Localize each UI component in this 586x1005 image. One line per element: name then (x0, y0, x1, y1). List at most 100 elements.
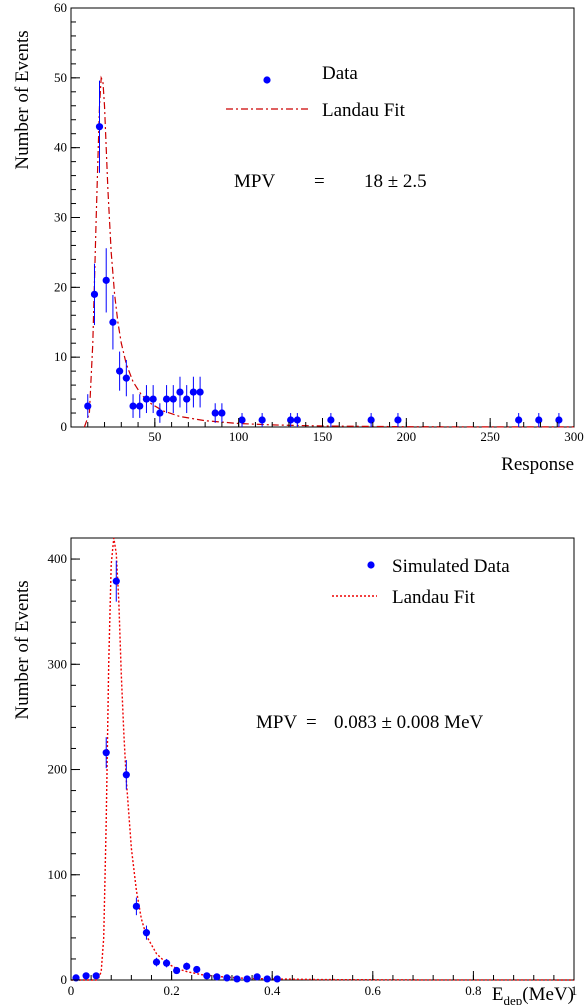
y-tick-label: 60 (54, 0, 67, 15)
legend-marker-simulated (367, 561, 375, 569)
data-point (122, 374, 130, 382)
data-point (263, 975, 271, 983)
data-point (176, 388, 184, 396)
legend-label-fit: Landau Fit (392, 587, 476, 608)
y-tick-label: 200 (48, 762, 68, 777)
data-point (327, 416, 335, 424)
x-tick-label: 1 (571, 983, 578, 998)
y-tick-label: 0 (61, 972, 68, 987)
y-tick-label: 100 (48, 867, 68, 882)
data-point (243, 975, 251, 983)
data-point (95, 123, 104, 131)
fit-layer (83, 75, 574, 428)
data-point (142, 929, 151, 937)
fit-layer (71, 537, 575, 981)
data-point (149, 395, 157, 403)
y-tick-label: 400 (48, 551, 68, 566)
mpv-equals: = (314, 171, 325, 192)
data-point (258, 416, 266, 424)
data-point (136, 402, 144, 410)
data-point (183, 962, 191, 970)
data-point (555, 416, 563, 424)
data-point (535, 416, 543, 424)
data-point (84, 402, 92, 410)
data-point (293, 416, 301, 424)
fit-curve (83, 75, 574, 428)
data-point (82, 972, 90, 980)
data-point (109, 318, 117, 326)
y-tick-label: 300 (48, 656, 68, 671)
x-tick-label: 0.6 (365, 983, 382, 998)
data-point (273, 975, 281, 983)
axes-layer: 0 10 20 30 40 50 60 50 100 150 200 250 300 (54, 0, 584, 444)
data-point (116, 367, 124, 375)
y-tick-label: 40 (54, 140, 67, 155)
x-tick-label: 0.8 (465, 983, 481, 998)
data-point (122, 771, 130, 779)
y-tick-label: 0 (61, 419, 68, 434)
mpv-value: 18 ± 2.5 (364, 171, 427, 192)
x-axis-label-unit: (MeV) (522, 984, 574, 1005)
axes-layer: 0 100 200 300 400 0 0.2 0.4 0.6 0.8 1 (48, 537, 578, 998)
data-point (162, 959, 171, 967)
x-tick-label: 200 (397, 429, 417, 444)
legend-label-fit: Landau Fit (322, 100, 406, 121)
points-layer (72, 560, 281, 983)
data-point (112, 577, 120, 585)
data-point (183, 395, 191, 403)
data-point (169, 395, 177, 403)
x-axis-label: Edep(MeV) (492, 984, 574, 1005)
data-point (173, 966, 181, 975)
y-axis-label: Number of Events (12, 30, 33, 169)
x-tick-label: 0.2 (163, 983, 179, 998)
x-tick-label: 300 (564, 429, 584, 444)
data-point (132, 902, 140, 910)
data-point (92, 972, 100, 980)
mpv-label: MPV (256, 712, 297, 733)
data-point (213, 973, 221, 981)
data-point (203, 972, 211, 980)
data-point (162, 395, 171, 403)
data-point (90, 290, 99, 298)
data-point (189, 388, 197, 396)
data-point (253, 973, 261, 981)
y-tick-label: 10 (54, 349, 67, 364)
mpv-value: 0.083 ± 0.008 MeV (334, 712, 484, 733)
x-tick-label: 150 (313, 429, 333, 444)
points-layer (84, 80, 563, 427)
data-point (233, 975, 241, 983)
y-tick-label: 30 (54, 210, 67, 225)
data-point (152, 958, 161, 966)
data-point (102, 276, 110, 284)
x-tick-label: 250 (480, 429, 500, 444)
x-tick-label: 100 (229, 429, 249, 444)
x-axis-label-subscript: dep (504, 993, 523, 1005)
data-point (142, 395, 151, 403)
x-axis-label-main: E (492, 984, 504, 1005)
data-point (394, 416, 402, 424)
chart-energy-deposit: 0 100 200 300 400 0 0.2 0.4 0.6 0.8 1 Number of Ev… (12, 537, 578, 1005)
x-tick-label: 50 (148, 429, 161, 444)
legend-marker-data (263, 76, 271, 84)
data-point (193, 965, 201, 974)
x-tick-label: 0 (68, 983, 75, 998)
fit-curve (71, 537, 575, 981)
x-tick-label: 0.4 (264, 983, 281, 998)
mpv-label: MPV (234, 171, 275, 192)
data-point (223, 974, 231, 982)
plot-frame (70, 537, 575, 981)
mpv-equals: = (306, 712, 317, 733)
data-point (156, 409, 164, 417)
data-point (196, 388, 204, 396)
y-tick-label: 20 (54, 279, 67, 294)
y-axis-label: Number of Events (12, 580, 33, 719)
data-point (238, 416, 246, 424)
y-tick-label: 50 (54, 70, 67, 85)
data-point (367, 416, 375, 424)
legend-label-simulated: Simulated Data (392, 556, 510, 577)
data-point (515, 416, 523, 424)
data-point (129, 402, 137, 410)
data-point (102, 749, 110, 757)
data-point (218, 409, 226, 417)
